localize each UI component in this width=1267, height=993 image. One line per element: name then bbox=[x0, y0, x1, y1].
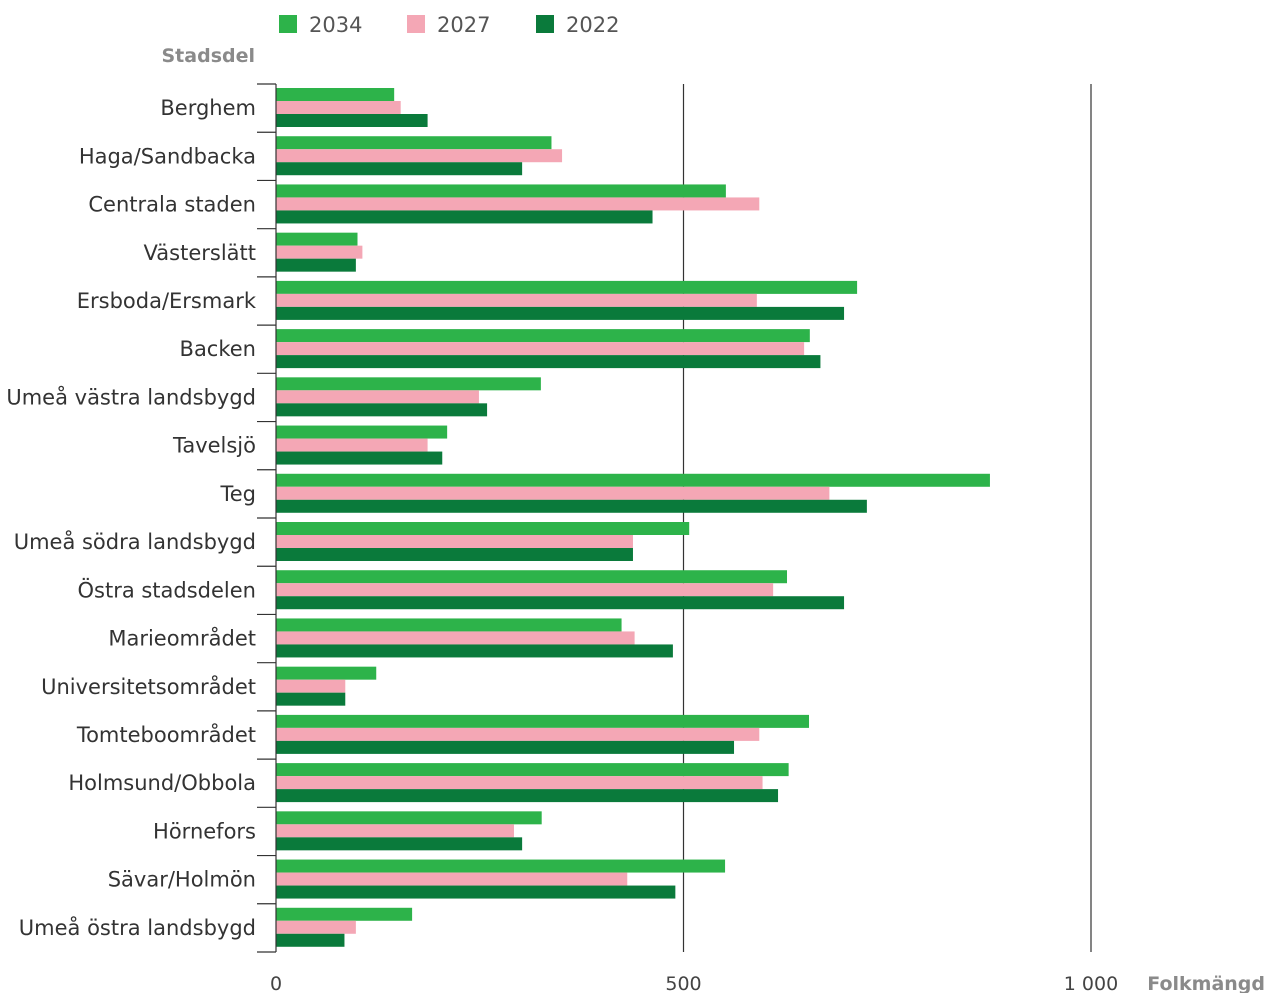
bar bbox=[276, 596, 845, 610]
bar bbox=[276, 522, 690, 535]
bar bbox=[276, 837, 523, 851]
bar bbox=[276, 355, 821, 369]
category-label: Teg bbox=[219, 482, 256, 506]
bar bbox=[276, 644, 673, 658]
bar bbox=[276, 136, 552, 150]
bar bbox=[276, 280, 858, 294]
bar bbox=[276, 293, 757, 307]
bar bbox=[276, 390, 479, 404]
bar bbox=[276, 811, 542, 825]
bar bbox=[276, 666, 377, 680]
gridlines bbox=[682, 84, 1092, 952]
category-labels: Berghem Haga/Sandbacka Centrala staden Väst… bbox=[6, 96, 256, 940]
legend-swatch bbox=[536, 15, 554, 33]
bar bbox=[276, 232, 358, 246]
category-label: Universitetsområdet bbox=[41, 674, 256, 699]
bar bbox=[276, 933, 345, 947]
bar bbox=[276, 740, 735, 754]
bar bbox=[276, 618, 622, 632]
bar bbox=[276, 184, 726, 198]
bar bbox=[276, 776, 763, 790]
category-label: Ersboda/Ersmark bbox=[77, 289, 257, 313]
category-label: Tavelsjö bbox=[172, 434, 256, 458]
bar bbox=[276, 583, 774, 597]
bar bbox=[276, 258, 356, 272]
x-tick-labels: 0 500 1 000 bbox=[270, 973, 1118, 993]
bar bbox=[276, 486, 830, 500]
bar bbox=[276, 692, 346, 706]
y-axis bbox=[257, 83, 277, 953]
bar bbox=[276, 438, 428, 452]
legend-swatch bbox=[407, 15, 425, 33]
bar bbox=[276, 403, 488, 417]
bar bbox=[276, 306, 845, 320]
x-tick-label: 500 bbox=[665, 973, 701, 993]
bar bbox=[276, 88, 395, 101]
bar bbox=[276, 789, 779, 803]
bar bbox=[276, 329, 810, 343]
bar bbox=[276, 714, 810, 728]
legend-swatch bbox=[279, 15, 297, 33]
bar bbox=[276, 473, 990, 487]
bar bbox=[276, 210, 653, 224]
category-label: Tomteboområdet bbox=[76, 722, 256, 747]
category-label: Östra stadsdelen bbox=[77, 577, 256, 602]
bars bbox=[276, 88, 990, 947]
bar bbox=[276, 727, 760, 741]
bar bbox=[276, 920, 356, 934]
category-label: Marieområdet bbox=[108, 626, 256, 651]
bar bbox=[276, 570, 788, 584]
category-label: Umeå östra landsbygd bbox=[19, 915, 256, 940]
bar bbox=[276, 425, 448, 439]
bar bbox=[276, 631, 635, 645]
bar bbox=[276, 245, 363, 259]
legend-label: 2027 bbox=[437, 13, 490, 37]
bar bbox=[276, 114, 428, 127]
legend-label: 2022 bbox=[566, 13, 619, 37]
bar bbox=[276, 824, 514, 838]
bar bbox=[276, 548, 633, 561]
category-label: Västerslätt bbox=[144, 241, 256, 265]
legend: 2034 2027 2022 bbox=[279, 13, 619, 37]
bar bbox=[276, 763, 789, 777]
bar bbox=[276, 499, 867, 513]
category-label: Umeå södra landsbygd bbox=[14, 529, 256, 554]
bar bbox=[276, 162, 523, 176]
legend-label: 2034 bbox=[309, 13, 362, 37]
bar bbox=[276, 885, 676, 899]
bar bbox=[276, 859, 726, 873]
category-label: Backen bbox=[180, 337, 256, 361]
x-axis-title: Folkmängd bbox=[1147, 973, 1265, 993]
bar bbox=[276, 872, 628, 886]
bar bbox=[276, 342, 805, 356]
category-label: Umeå västra landsbygd bbox=[6, 384, 256, 409]
category-label: Berghem bbox=[160, 96, 256, 120]
bar bbox=[276, 535, 633, 548]
category-label: Holmsund/Obbola bbox=[68, 771, 256, 795]
category-label: Hörnefors bbox=[153, 819, 256, 843]
category-label: Centrala staden bbox=[88, 193, 256, 217]
category-label: Sävar/Holmön bbox=[108, 868, 256, 892]
category-label: Haga/Sandbacka bbox=[79, 144, 256, 168]
bar bbox=[276, 197, 760, 211]
bar bbox=[276, 149, 563, 163]
bar bbox=[276, 907, 413, 921]
bar bbox=[276, 377, 541, 391]
bar bbox=[276, 679, 346, 693]
x-tick-label: 1 000 bbox=[1064, 973, 1118, 993]
bar bbox=[276, 451, 443, 465]
bar bbox=[276, 101, 401, 114]
x-tick-label: 0 bbox=[270, 973, 282, 993]
y-axis-title: Stadsdel bbox=[162, 45, 256, 67]
